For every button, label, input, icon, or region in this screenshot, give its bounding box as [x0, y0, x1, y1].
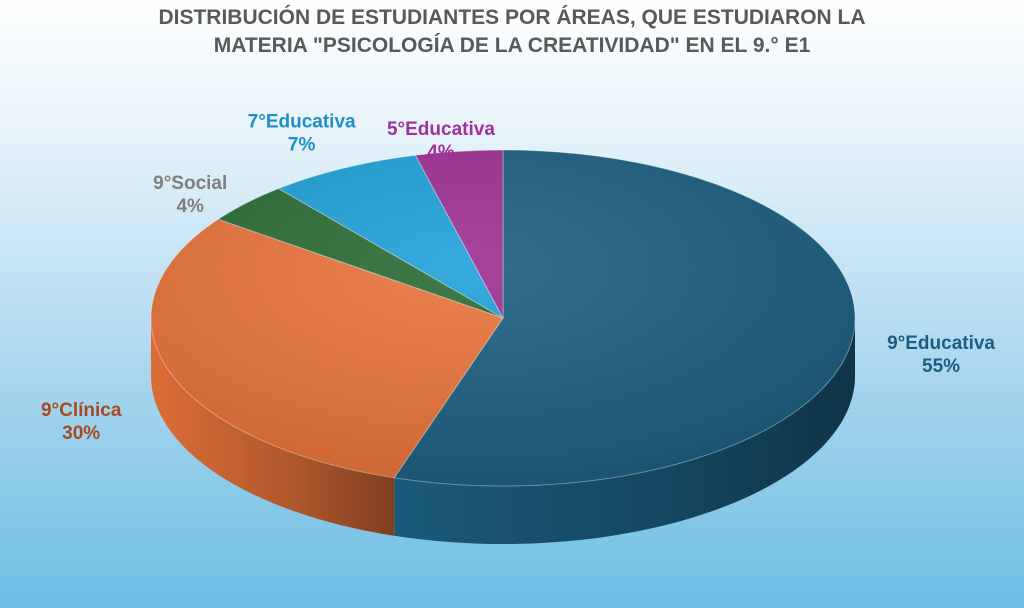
pie-labels: 9°Educativa55%9°Clínica30%9°Social4%7°Ed… — [41, 111, 995, 444]
chart-title: DISTRIBUCIÓN DE ESTUDIANTES POR ÁREAS, Q… — [0, 4, 1024, 60]
pie-side-9-educativa — [394, 318, 855, 544]
slice-label-percent: 55% — [922, 356, 960, 377]
slice-label-percent: 7% — [288, 134, 316, 155]
slice-label-percent: 4% — [176, 196, 204, 217]
slice-label-name: 5°Educativa — [387, 119, 495, 140]
pie-top — [150, 149, 856, 487]
chart-title-line-1: DISTRIBUCIÓN DE ESTUDIANTES POR ÁREAS, Q… — [158, 6, 866, 29]
slice-label-name: 9°Educativa — [887, 333, 995, 354]
slice-label-name: 7°Educativa — [248, 111, 356, 132]
slice-label-percent: 4% — [427, 142, 455, 163]
slice-label-name: 9°Clínica — [41, 400, 122, 421]
slice-label-name: 9°Social — [153, 173, 227, 194]
chart-title-line-2: MATERIA "PSICOLOGÍA DE LA CREATIVIDAD" E… — [213, 34, 811, 57]
slice-label-percent: 30% — [62, 423, 100, 444]
